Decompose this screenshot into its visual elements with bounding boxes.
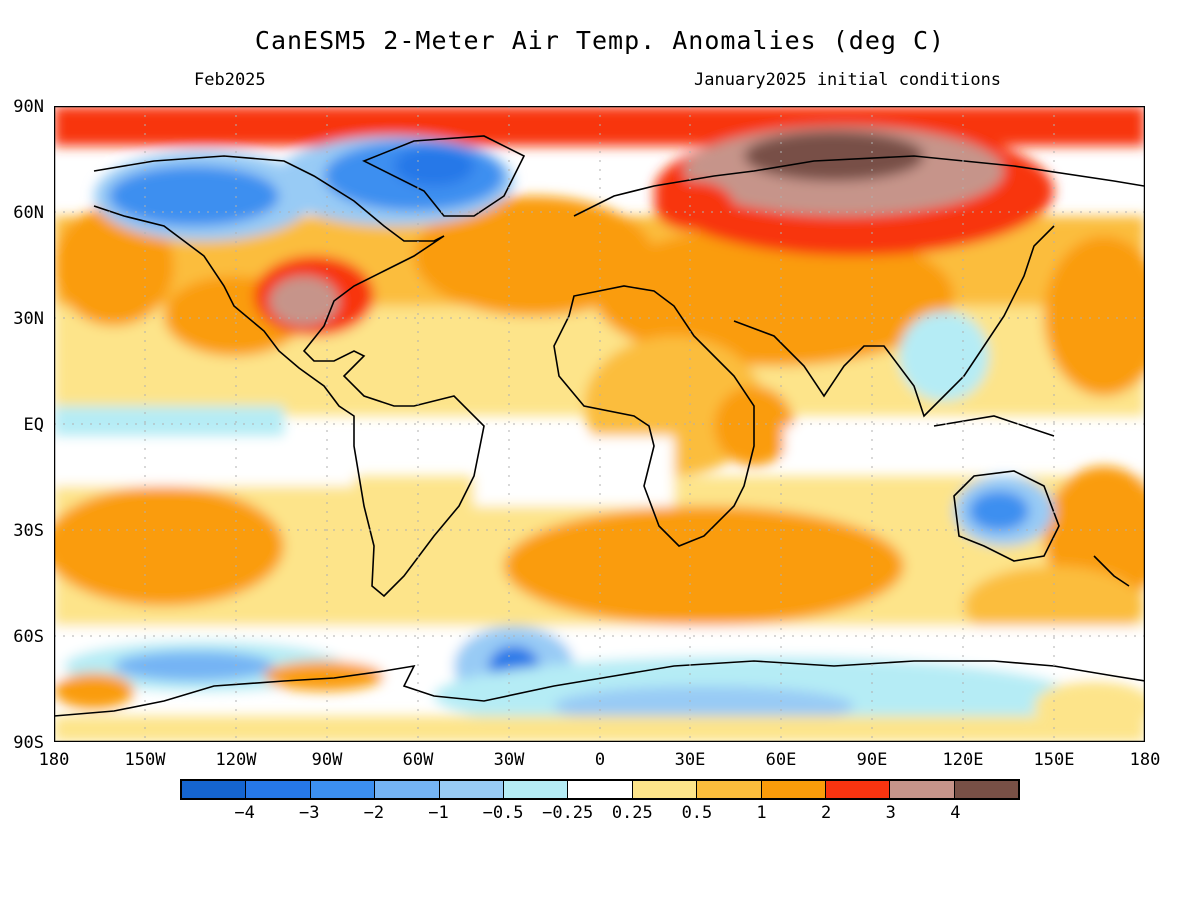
colorbar-label: 2 bbox=[821, 803, 832, 823]
lon-label-30w: 30W bbox=[493, 750, 525, 770]
lon-label-0: 0 bbox=[594, 750, 606, 770]
anomaly-map bbox=[54, 106, 1145, 742]
colorbar-swatch bbox=[632, 781, 698, 798]
lat-label-30n: 30N bbox=[13, 309, 44, 329]
graticule bbox=[54, 106, 1145, 742]
initial-conditions-label: January2025 initial conditions bbox=[694, 70, 1002, 90]
colorbar-label: −4 bbox=[234, 803, 255, 823]
colorbar-label: −2 bbox=[363, 803, 385, 823]
colorbar-label: −3 bbox=[298, 803, 320, 823]
lon-label-150e: 150E bbox=[1033, 750, 1075, 770]
lon-label-90w: 90W bbox=[311, 750, 343, 770]
map-title: CanESM5 2-Meter Air Temp. Anomalies (deg… bbox=[254, 26, 946, 55]
colorbar-label: −0.25 bbox=[542, 803, 594, 823]
lon-label-30e: 30E bbox=[674, 750, 706, 770]
lon-label-150w: 150W bbox=[124, 750, 166, 770]
lon-label-90e: 90E bbox=[856, 750, 888, 770]
lon-label-60w: 60W bbox=[402, 750, 434, 770]
lon-label-180e: 180 bbox=[1129, 750, 1161, 770]
lat-label-eq: EQ bbox=[23, 415, 44, 435]
lat-label-60s: 60S bbox=[13, 627, 44, 647]
anomaly-field bbox=[54, 106, 1145, 742]
colorbar-swatch bbox=[375, 781, 440, 798]
colorbar-swatch bbox=[697, 781, 762, 798]
coastlines bbox=[54, 135, 1145, 717]
lat-label-60n: 60N bbox=[13, 203, 44, 223]
colorbar-swatch bbox=[825, 781, 891, 798]
colorbar-label: −0.5 bbox=[482, 803, 524, 823]
valid-month-label: Feb2025 bbox=[194, 70, 266, 90]
lon-label-60e: 60E bbox=[765, 750, 797, 770]
colorbar-label: 3 bbox=[885, 803, 896, 823]
lat-label-90n: 90N bbox=[13, 97, 44, 117]
lon-label-180w: 180 bbox=[38, 750, 70, 770]
lon-label-120w: 120W bbox=[215, 750, 257, 770]
colorbar-swatch bbox=[310, 781, 376, 798]
colorbar-label: 4 bbox=[950, 803, 961, 823]
colorbar-label: 1 bbox=[756, 803, 767, 823]
colorbar-swatch bbox=[439, 781, 504, 798]
lat-label-30s: 30S bbox=[13, 521, 44, 541]
lon-label-120e: 120E bbox=[942, 750, 984, 770]
colorbar-label: 0.5 bbox=[681, 803, 713, 823]
colorbar-swatch bbox=[954, 781, 1019, 798]
colorbar-label: 0.25 bbox=[611, 803, 653, 823]
colorbar-swatch bbox=[568, 781, 633, 798]
colorbar-swatch bbox=[246, 781, 311, 798]
colorbar-swatch bbox=[761, 781, 826, 798]
lat-label-90s: 90S bbox=[13, 733, 44, 753]
colorbar bbox=[180, 779, 1020, 800]
colorbar-swatch bbox=[890, 781, 955, 798]
colorbar-label: −1 bbox=[428, 803, 449, 823]
colorbar-swatch bbox=[182, 781, 247, 798]
map-frame bbox=[54, 106, 1145, 742]
colorbar-swatch bbox=[503, 781, 569, 798]
